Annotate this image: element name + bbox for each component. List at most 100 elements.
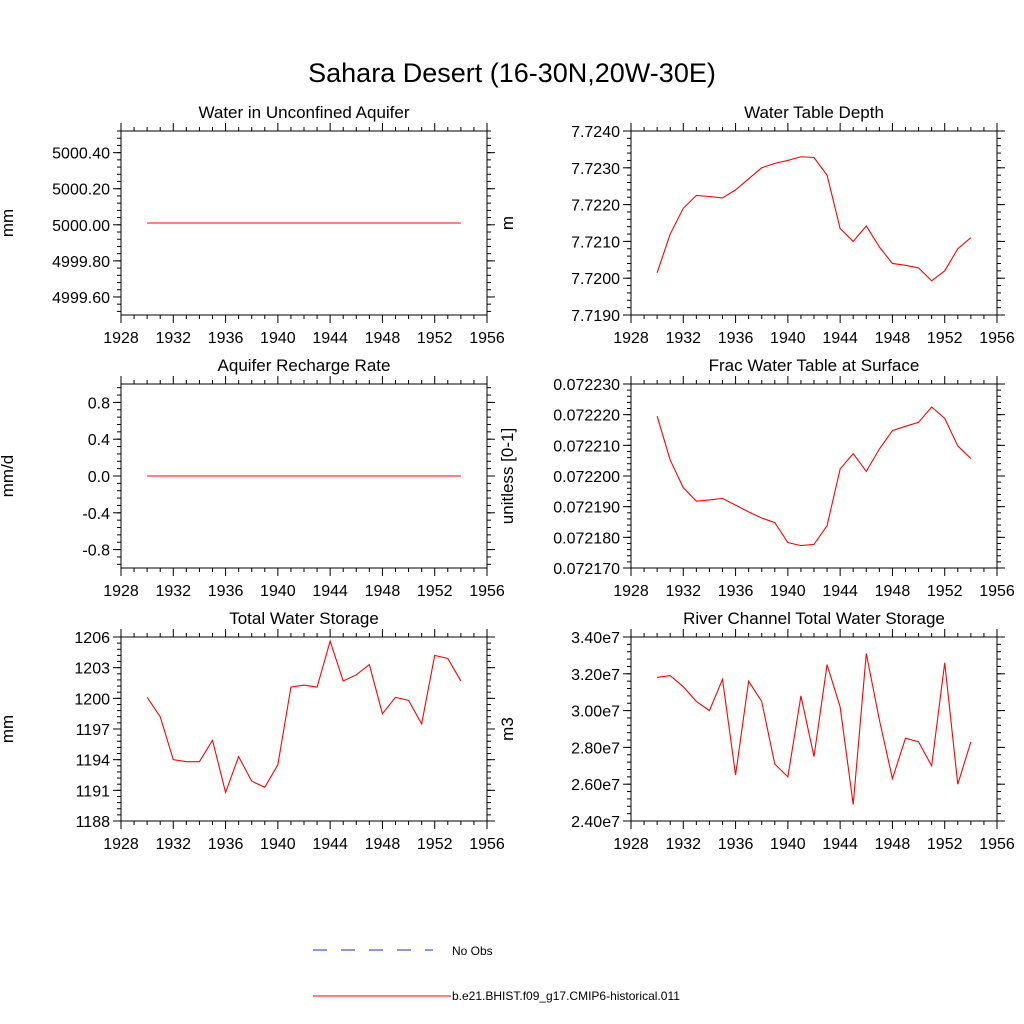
x-tick-label: 1928 [103,836,139,853]
y-tick-label: 1203 [74,661,110,678]
x-tick-label: 1952 [417,836,453,853]
y-tick-label: 3.00e7 [571,704,620,721]
y-tick-label: 7.7210 [571,234,620,251]
x-tick-label: 1940 [260,583,296,600]
x-tick-label: 1948 [365,330,401,347]
x-tick-label: 1952 [927,330,963,347]
x-tick-label: 1936 [718,836,754,853]
x-tick-label: 1936 [718,583,754,600]
x-tick-label: 1932 [665,836,701,853]
y-tick-label: 0.072200 [553,469,620,486]
y-axis-label: mm [0,209,17,237]
y-tick-label: 1194 [76,753,111,770]
plot-frame [630,383,998,569]
series-line [656,406,972,547]
y-tick-label: 0.072190 [553,500,620,517]
panel-title: Frac Water Table at Surface [709,356,920,375]
x-tick-label: 1928 [613,330,649,347]
x-tick-label: 1952 [417,583,453,600]
y-tick-label: 7.7240 [571,124,620,141]
x-tick-label: 1956 [979,583,1015,600]
y-tick-label: 7.7220 [571,198,620,215]
x-tick-label: 1944 [822,330,858,347]
x-tick-label: 1948 [875,836,911,853]
panels: Water in Unconfined Aquifer 1928 1932 1936 1… [0,103,1015,853]
series-line [146,639,462,795]
x-tick-label: 1956 [979,330,1015,347]
panel-2: Aquifer Recharge Rate 1928 1932 1936 1940 194… [0,356,505,600]
y-tick-label: 0.4 [88,432,110,449]
x-tick-label: 1940 [770,836,806,853]
x-tick-label: 1944 [312,583,348,600]
y-tick-label: 0.072180 [553,530,620,547]
x-tick-label: 1932 [155,330,191,347]
y-tick-label: 7.7200 [571,271,620,288]
figure-title: Sahara Desert (16-30N,20W-30E) [308,58,716,88]
x-tick-label: 1928 [613,583,649,600]
series-line [657,653,972,805]
y-tick-label: 5000.20 [52,182,110,199]
x-tick-label: 1932 [665,583,701,600]
x-tick-label: 1948 [875,583,911,600]
x-tick-label: 1932 [155,583,191,600]
y-tick-label: 5000.40 [52,146,110,163]
x-tick-label: 1928 [103,330,139,347]
series-line [656,156,972,282]
x-tick-label: 1932 [665,330,701,347]
x-tick-label: 1936 [208,583,244,600]
x-tick-label: 1928 [613,836,649,853]
x-tick-label: 1936 [718,330,754,347]
x-tick-label: 1952 [927,583,963,600]
x-tick-label: 1944 [822,583,858,600]
x-tick-label: 1948 [365,836,401,853]
y-tick-label: 1200 [74,691,110,708]
y-tick-label: -0.4 [82,506,110,523]
x-tick-label: 1936 [208,836,244,853]
x-tick-label: 1948 [875,330,911,347]
y-tick-label: 1197 [76,722,111,739]
x-tick-label: 1944 [312,330,348,347]
y-tick-label: 7.7230 [571,161,620,178]
y-tick-label: 0.0 [88,469,110,486]
panel-0: Water in Unconfined Aquifer 1928 1932 1936 1… [0,103,505,347]
x-tick-label: 1944 [312,836,348,853]
x-tick-label: 1940 [260,836,296,853]
plot-frame [630,130,998,316]
panel-5: River Channel Total Water Storage 1928 193… [498,609,1015,853]
panel-1: Water Table Depth 1928 1932 1936 1940 1944 194… [498,103,1015,347]
y-axis-label: mm/d [0,455,17,498]
y-axis-label: mm [0,715,17,743]
plot-frame [120,636,488,822]
y-tick-label: 1188 [76,814,111,831]
x-tick-label: 1956 [979,836,1015,853]
panel-title: Water in Unconfined Aquifer [198,103,409,122]
y-tick-label: 2.40e7 [571,814,620,831]
y-tick-label: 2.80e7 [571,740,620,757]
y-tick-label: 0.8 [88,395,110,412]
panel-title: Water Table Depth [744,103,884,122]
y-tick-label: -0.8 [82,543,110,560]
y-axis-label: unitless [0-1] [498,428,517,524]
y-tick-label: 4999.60 [52,290,110,307]
x-tick-label: 1948 [365,583,401,600]
legend-entry-model: b.e21.BHIST.f09_g17.CMIP6-historical.011 [313,989,680,1003]
plot-frame [630,636,998,822]
y-tick-label: 0.072170 [553,561,620,578]
y-axis-label: m3 [498,717,517,741]
panel-title: Aquifer Recharge Rate [218,356,391,375]
x-tick-label: 1940 [770,583,806,600]
panel-title: Total Water Storage [229,609,379,628]
x-tick-label: 1956 [469,836,505,853]
y-tick-label: 0.072210 [553,438,620,455]
x-tick-label: 1952 [417,330,453,347]
panel-3: Frac Water Table at Surface 1928 1932 1936 1… [498,356,1015,600]
x-tick-label: 1928 [103,583,139,600]
y-tick-label: 3.40e7 [571,630,620,647]
y-tick-label: 7.7190 [571,308,620,325]
legend-entry-no-obs: No Obs [313,944,493,958]
x-tick-label: 1944 [822,836,858,853]
y-tick-label: 3.20e7 [571,667,620,684]
x-tick-label: 1936 [208,330,244,347]
y-tick-label: 4999.80 [52,254,110,271]
